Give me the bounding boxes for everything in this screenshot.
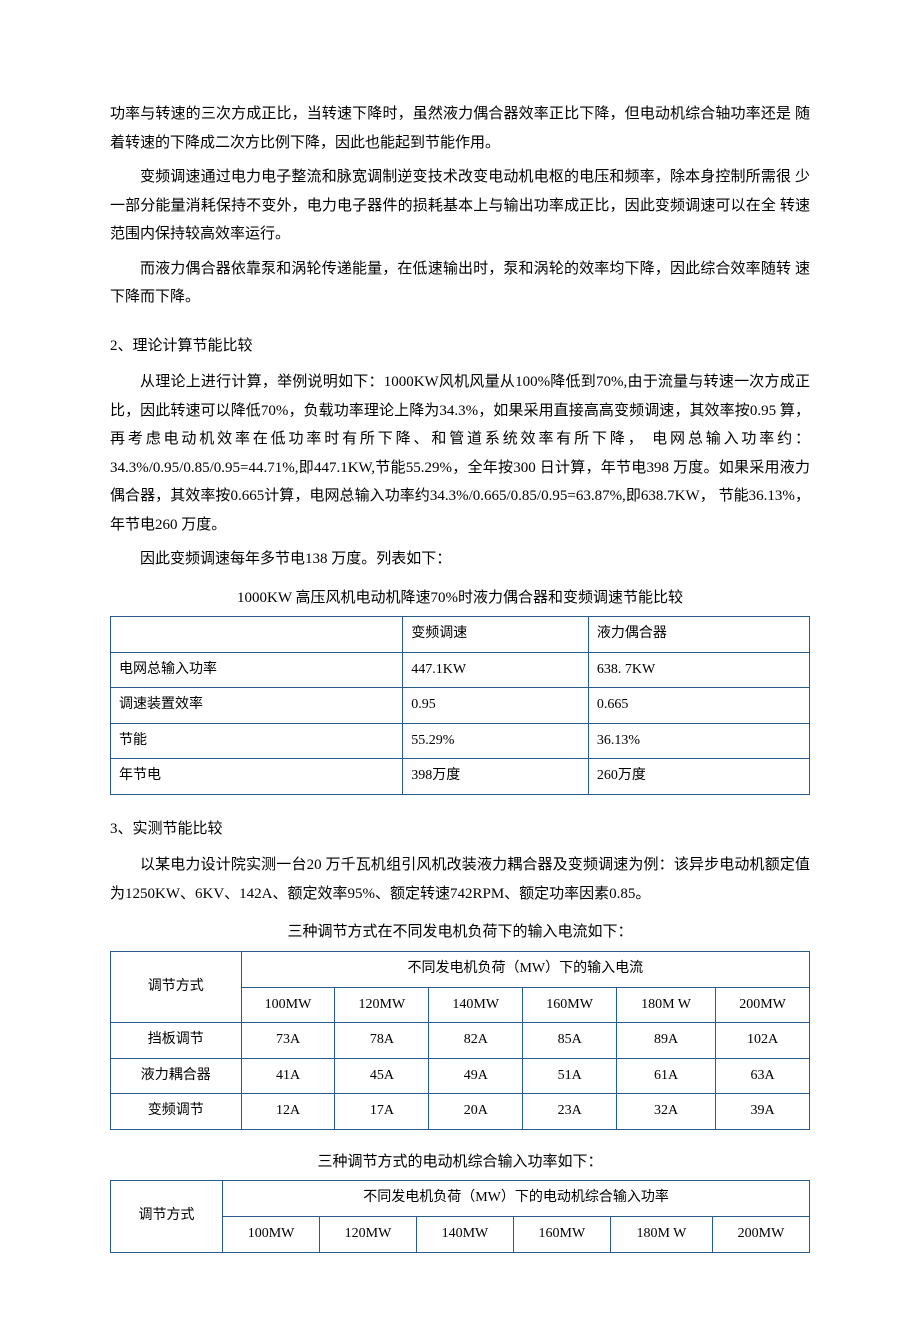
table-cell: 447.1KW [403, 652, 589, 688]
table-header-cell: 200MW [716, 987, 810, 1023]
power-table: 调节方式 不同发电机负荷（MW）下的电动机综合输入功率 100MW 120MW … [110, 1180, 810, 1252]
table-cell: 挡板调节 [111, 1023, 242, 1059]
table-row: 挡板调节 73A 78A 82A 85A 89A 102A [111, 1023, 810, 1059]
table-header-cell: 200MW [713, 1217, 810, 1253]
table-row: 液力耦合器 41A 45A 49A 51A 61A 63A [111, 1058, 810, 1094]
table-row: 调速装置效率 0.95 0.665 [111, 688, 810, 724]
table-cell: 398万度 [403, 759, 589, 795]
table-header-cell: 160MW [513, 1217, 610, 1253]
current-table: 调节方式 不同发电机负荷（MW）下的输入电流 100MW 120MW 140MW… [110, 951, 810, 1130]
table-header-cell: 160MW [523, 987, 617, 1023]
section-heading: 2、理论计算节能比较 [110, 332, 810, 361]
table-cell: 17A [335, 1094, 429, 1130]
table-cell: 61A [617, 1058, 716, 1094]
table-header-cell: 液力偶合器 [588, 617, 809, 653]
table-cell: 0.665 [588, 688, 809, 724]
table-cell: 39A [716, 1094, 810, 1130]
table-cell: 年节电 [111, 759, 403, 795]
table-row: 年节电 398万度 260万度 [111, 759, 810, 795]
table-header-cell: 不同发电机负荷（MW）下的电动机综合输入功率 [223, 1181, 810, 1217]
table-header-row: 变频调速 液力偶合器 [111, 617, 810, 653]
section-heading: 3、实测节能比较 [110, 815, 810, 844]
body-paragraph: 以某电力设计院实测一台20 万千瓦机组引风机改装液力耦合器及变频调速为例：该异步… [110, 851, 810, 908]
body-paragraph: 功率与转速的三次方成正比，当转速下降时，虽然液力偶合器效率正比下降，但电动机综合… [110, 100, 810, 157]
table-header-row: 调节方式 不同发电机负荷（MW）下的电动机综合输入功率 [111, 1181, 810, 1217]
table-cell: 49A [429, 1058, 523, 1094]
table-cell: 节能 [111, 723, 403, 759]
table-title: 三种调节方式的电动机综合输入功率如下： [110, 1148, 810, 1177]
table-cell: 32A [617, 1094, 716, 1130]
body-paragraph: 因此变频调速每年多节电138 万度。列表如下： [110, 545, 810, 574]
table-cell: 82A [429, 1023, 523, 1059]
table-cell: 电网总输入功率 [111, 652, 403, 688]
table-cell: 102A [716, 1023, 810, 1059]
table-header-cell: 100MW [241, 987, 335, 1023]
table-cell: 45A [335, 1058, 429, 1094]
table-title: 三种调节方式在不同发电机负荷下的输入电流如下： [110, 918, 810, 947]
table-cell: 51A [523, 1058, 617, 1094]
table-cell: 20A [429, 1094, 523, 1130]
table-header-cell: 120MW [320, 1217, 417, 1253]
table-header-cell: 180M W [610, 1217, 712, 1253]
table-cell: 73A [241, 1023, 335, 1059]
table-cell: 12A [241, 1094, 335, 1130]
table-header-cell [111, 617, 403, 653]
body-paragraph: 变频调速通过电力电子整流和脉宽调制逆变技术改变电动机电枢的电压和频率，除本身控制… [110, 163, 810, 249]
table-cell: 41A [241, 1058, 335, 1094]
table-row: 电网总输入功率 447.1KW 638. 7KW [111, 652, 810, 688]
table-header-cell: 调节方式 [111, 951, 242, 1022]
body-paragraph: 而液力偶合器依靠泵和涡轮传递能量，在低速输出时，泵和涡轮的效率均下降，因此综合效… [110, 255, 810, 312]
table-header-cell: 140MW [429, 987, 523, 1023]
body-paragraph: 从理论上进行计算，举例说明如下：1000KW风机风量从100%降低到70%,由于… [110, 368, 810, 539]
table-cell: 55.29% [403, 723, 589, 759]
table-cell: 23A [523, 1094, 617, 1130]
table-cell: 85A [523, 1023, 617, 1059]
table-title: 1000KW 高压风机电动机降速70%时液力偶合器和变频调速节能比较 [110, 584, 810, 613]
table-cell: 调速装置效率 [111, 688, 403, 724]
table-header-cell: 180M W [617, 987, 716, 1023]
table-cell: 63A [716, 1058, 810, 1094]
table-header-cell: 100MW [223, 1217, 320, 1253]
table-header-cell: 不同发电机负荷（MW）下的输入电流 [241, 951, 809, 987]
table-cell: 638. 7KW [588, 652, 809, 688]
table-header-cell: 140MW [416, 1217, 513, 1253]
table-cell: 变频调节 [111, 1094, 242, 1130]
comparison-table: 变频调速 液力偶合器 电网总输入功率 447.1KW 638. 7KW 调速装置… [110, 616, 810, 795]
table-row: 变频调节 12A 17A 20A 23A 32A 39A [111, 1094, 810, 1130]
table-cell: 78A [335, 1023, 429, 1059]
table-cell: 36.13% [588, 723, 809, 759]
table-header-cell: 调节方式 [111, 1181, 223, 1252]
table-cell: 260万度 [588, 759, 809, 795]
table-cell: 液力耦合器 [111, 1058, 242, 1094]
table-header-row: 调节方式 不同发电机负荷（MW）下的输入电流 [111, 951, 810, 987]
table-row: 节能 55.29% 36.13% [111, 723, 810, 759]
table-cell: 0.95 [403, 688, 589, 724]
table-cell: 89A [617, 1023, 716, 1059]
table-header-cell: 120MW [335, 987, 429, 1023]
table-header-cell: 变频调速 [403, 617, 589, 653]
